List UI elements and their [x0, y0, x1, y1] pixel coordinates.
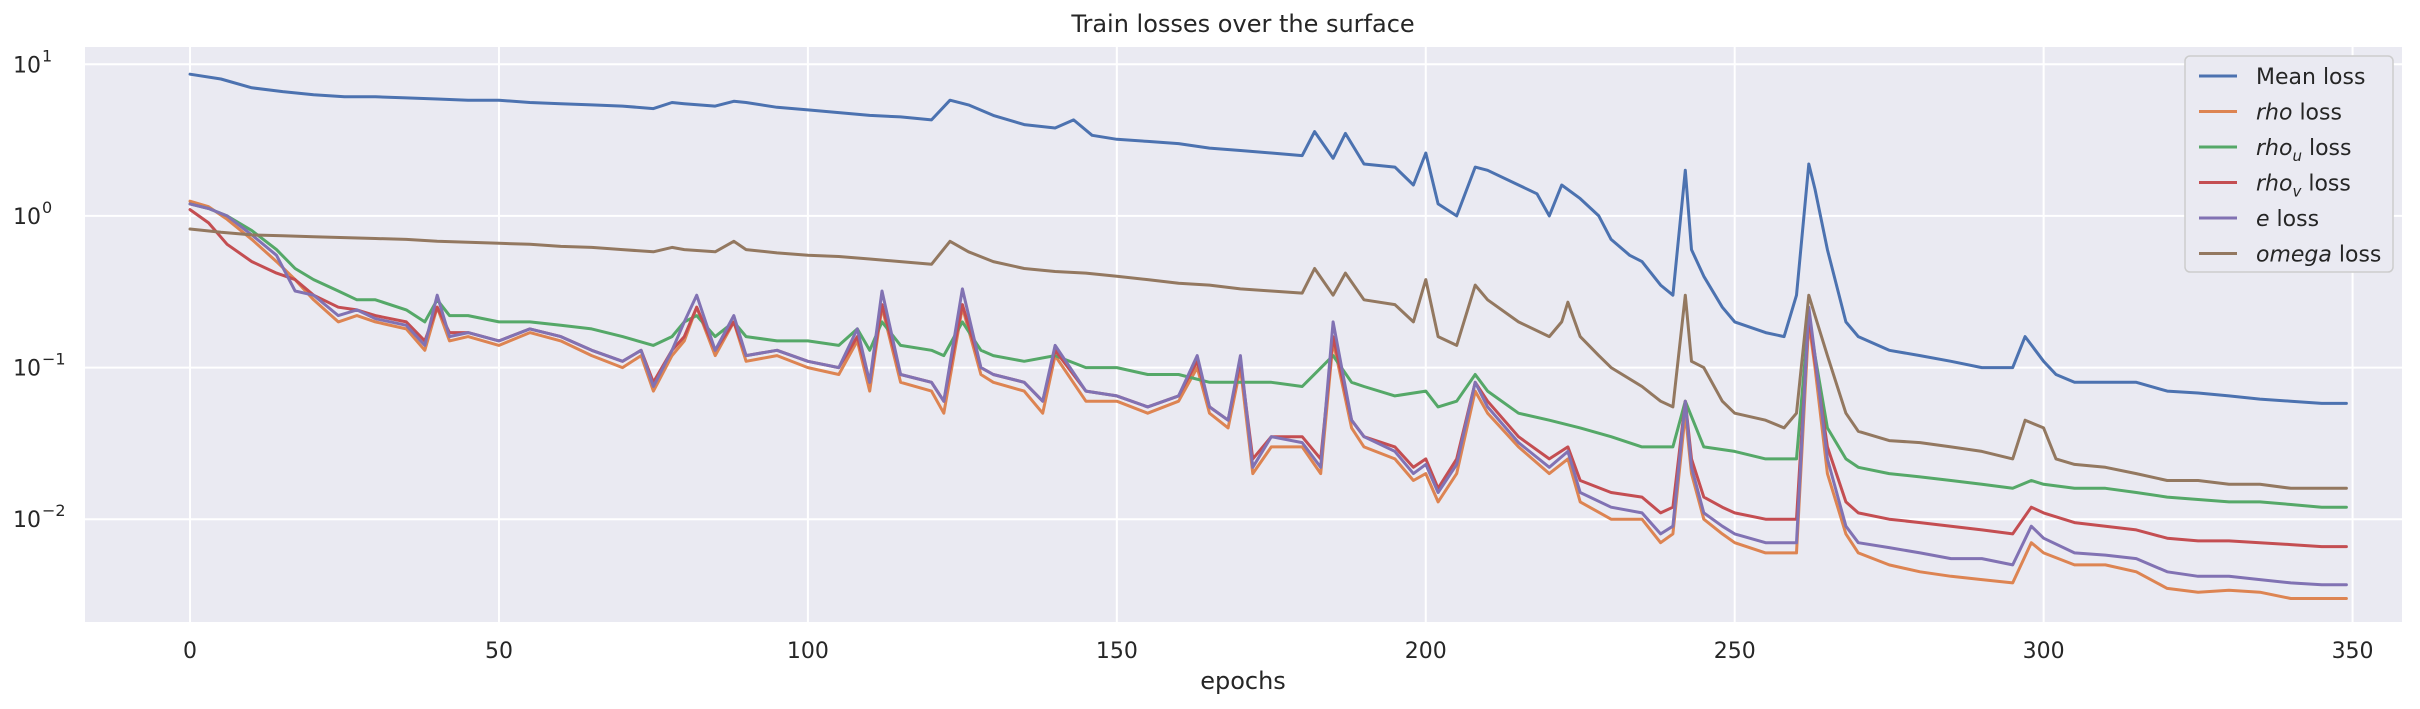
legend-label-subscript: v [2292, 183, 2302, 201]
series-layer [188, 72, 2348, 600]
plot-area [85, 47, 2402, 622]
y-tick-exponent: 0 [42, 198, 52, 217]
legend-label: rho loss [2256, 101, 2342, 126]
x-axis-label: epochs [1200, 667, 1286, 695]
legend-label-main: Mean [2256, 65, 2316, 90]
series-line [188, 72, 2348, 405]
x-tick-label: 350 [2332, 639, 2374, 664]
y-tick-base: 10 [13, 357, 41, 382]
legend-label: rhou loss [2256, 136, 2351, 165]
x-tick-label: 250 [1714, 639, 1756, 664]
legend-label: e loss [2256, 207, 2319, 232]
x-tick-label: 200 [1405, 639, 1447, 664]
x-axis: 0 50 100 150 200 250 300 350 [183, 639, 2374, 664]
x-tick-label: 150 [1096, 639, 1138, 664]
y-tick-exponent: 1 [42, 46, 52, 65]
legend-label-suffix: loss [2332, 243, 2382, 268]
x-tick-label: 0 [183, 639, 197, 664]
series-line [188, 202, 2348, 587]
y-tick-exponent: −1 [42, 350, 66, 369]
series-line [188, 227, 2348, 490]
y-tick-label: 101 [13, 46, 52, 78]
y-tick-base: 10 [13, 508, 41, 533]
legend-label-subscript: u [2292, 147, 2302, 165]
x-tick-label: 300 [2023, 639, 2065, 664]
legend-label-suffix: loss [2270, 207, 2320, 232]
y-tick-label: 100 [13, 198, 52, 230]
legend-label-main: rho [2256, 172, 2292, 197]
y-tick-label: 10−2 [13, 501, 66, 533]
legend-label-main: rho [2256, 101, 2292, 126]
x-tick-label: 100 [787, 639, 829, 664]
y-tick-label: 10−1 [13, 350, 66, 382]
legend-label-suffix: loss [2302, 136, 2352, 161]
y-tick-base: 10 [13, 205, 41, 230]
legend-label-main: rho [2256, 136, 2292, 161]
legend-label-suffix: loss [2292, 101, 2342, 126]
legend-label-suffix: loss [2316, 65, 2366, 90]
legend-label-suffix: loss [2301, 172, 2351, 197]
legend-label: Mean loss [2256, 65, 2365, 90]
legend-label-main: omega [2256, 243, 2332, 268]
chart-title: Train losses over the surface [1070, 10, 1414, 38]
legend-label: rhov loss [2256, 172, 2351, 201]
series-line [188, 202, 2348, 509]
y-tick-exponent: −2 [42, 501, 66, 520]
grid [85, 47, 2402, 622]
legend-label-main: e [2256, 207, 2270, 232]
y-tick-base: 10 [13, 53, 41, 78]
x-tick-label: 50 [485, 639, 513, 664]
legend-label: omega loss [2256, 243, 2381, 268]
